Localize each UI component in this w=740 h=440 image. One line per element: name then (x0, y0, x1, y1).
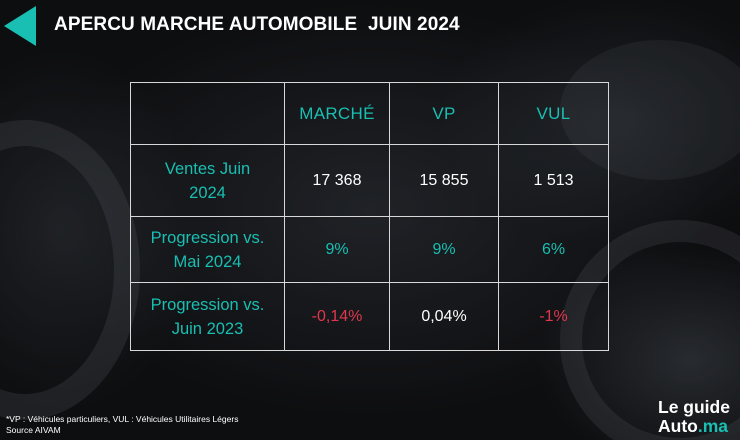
back-button[interactable] (0, 6, 40, 46)
cell-juin-marche: -0,14% (284, 282, 390, 351)
row-header-progression-mai: Progression vs. Mai 2024 (130, 216, 285, 283)
market-table: MARCHÉ VP VUL Ventes Juin 2024 17 368 15… (130, 82, 609, 351)
row-header-line2: Juin 2023 (171, 319, 244, 338)
table-row-progression-juin: Progression vs. Juin 2023 -0,14% 0,04% -… (130, 282, 609, 351)
cell-ventes-vul: 1 513 (498, 144, 609, 217)
column-header-marche: MARCHÉ (284, 82, 390, 145)
footnote-source: Source AIVAM (6, 425, 61, 435)
row-header-line1: Ventes Juin (164, 159, 251, 178)
brand-line1: Le guide (658, 397, 730, 417)
row-header-line1: Progression vs. (150, 295, 265, 314)
cell-juin-vul: -1% (498, 282, 609, 351)
back-arrow-icon (4, 6, 36, 46)
row-header-line1: Progression vs. (150, 228, 265, 247)
cell-ventes-vp: 15 855 (389, 144, 499, 217)
row-header-progression-juin: Progression vs. Juin 2023 (130, 282, 285, 351)
row-header-line2: 2024 (189, 183, 226, 202)
cell-mai-vp: 9% (389, 216, 499, 283)
cell-mai-vul: 6% (498, 216, 609, 283)
brand-name: Auto (658, 416, 698, 436)
cell-mai-marche: 9% (284, 216, 390, 283)
table-row-progression-mai: Progression vs. Mai 2024 9% 9% 6% (130, 216, 609, 283)
table-row-ventes: Ventes Juin 2024 17 368 15 855 1 513 (130, 144, 609, 217)
brand-logo: Le guide Auto.ma (658, 398, 730, 436)
brand-tld: .ma (697, 416, 729, 436)
table-header-row: MARCHÉ VP VUL (130, 82, 609, 145)
brand-line2: Auto.ma (658, 417, 730, 436)
row-header-line2: Mai 2024 (173, 252, 242, 271)
cell-ventes-marche: 17 368 (284, 144, 390, 217)
cell-juin-vp: 0,04% (389, 282, 499, 351)
page-title: APERCU MARCHE AUTOMOBILE JUIN 2024 (54, 14, 460, 35)
row-header-ventes: Ventes Juin 2024 (130, 144, 285, 217)
footnote-legend: *VP : Véhicules particuliers, VUL : Véhi… (6, 414, 239, 424)
column-header-vp: VP (389, 82, 499, 145)
footnote: *VP : Véhicules particuliers, VUL : Véhi… (6, 414, 238, 436)
table-corner-cell (130, 82, 285, 145)
column-header-vul: VUL (498, 82, 609, 145)
